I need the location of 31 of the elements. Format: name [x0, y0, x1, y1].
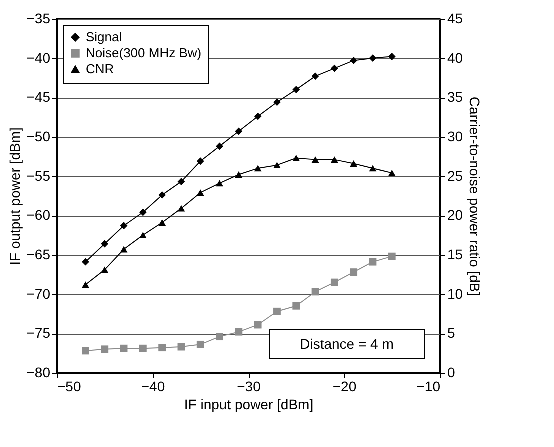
- y-tick-label: −60: [26, 207, 51, 224]
- y2-tick-label: 40: [448, 50, 464, 66]
- x-tick-label: −50: [58, 378, 82, 394]
- x-tick-label: −40: [141, 378, 166, 394]
- y-tick-label: −45: [26, 89, 51, 106]
- y2-tick-label: 30: [448, 128, 464, 144]
- y2-tick-label: 5: [448, 325, 456, 342]
- y-axis-title: IF output power [dBm]: [6, 128, 23, 266]
- y2-tick-label: 25: [448, 168, 464, 184]
- y-tick-label: −65: [26, 246, 51, 262]
- legend-label: CNR: [86, 62, 114, 76]
- y2-tick-label: 20: [448, 207, 464, 224]
- y2-tick-label: 15: [448, 246, 464, 262]
- y-tick-label: −50: [26, 128, 51, 144]
- legend-label: Noise(300 MHz Bw): [86, 46, 202, 60]
- y-tick-label: −70: [26, 286, 51, 302]
- x-tick-label: −30: [237, 378, 262, 394]
- y-tick-label: −80: [26, 364, 51, 380]
- y-tick-label: −55: [26, 168, 51, 184]
- y2-axis-title: Carrier-to-noise power ratio [dB]: [467, 96, 484, 296]
- y2-tick-label: 10: [448, 286, 464, 302]
- x-tick-label: −10: [416, 378, 441, 394]
- y-tick-label: −35: [26, 10, 51, 26]
- y2-tick-label: 0: [448, 364, 456, 380]
- x-axis-title: IF input power [dBm]: [184, 396, 314, 412]
- x-tick-label: −20: [332, 378, 357, 394]
- legend-label: Signal: [86, 30, 122, 44]
- y-tick-label: −75: [26, 325, 51, 342]
- y2-tick-label: 45: [448, 10, 464, 26]
- y2-tick-label: 35: [448, 89, 464, 106]
- y-tick-label: −40: [26, 50, 51, 66]
